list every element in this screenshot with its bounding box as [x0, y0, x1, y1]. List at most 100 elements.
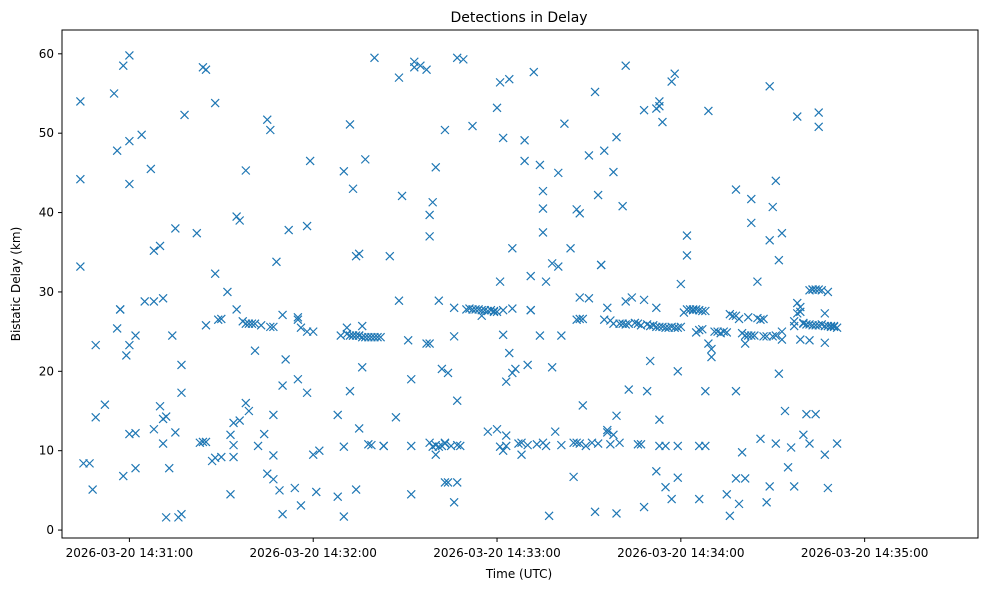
- data-point: [213, 315, 223, 325]
- data-point: [495, 277, 505, 287]
- data-point: [700, 441, 710, 451]
- data-point: [296, 323, 306, 333]
- data-point: [458, 54, 468, 64]
- data-point: [333, 492, 343, 502]
- data-point: [609, 167, 618, 177]
- x-tick-label: 2026-03-20 14:32:00: [249, 546, 376, 560]
- data-point: [265, 322, 275, 332]
- data-point: [216, 314, 226, 324]
- data-point: [547, 362, 557, 372]
- data-point: [697, 324, 707, 334]
- data-point: [624, 385, 634, 394]
- data-point: [131, 331, 140, 341]
- data-point: [351, 485, 361, 495]
- data-point: [363, 439, 373, 449]
- data-point: [780, 406, 790, 416]
- data-point: [357, 321, 367, 331]
- data-point: [305, 156, 315, 166]
- data-point: [768, 331, 778, 341]
- data-point: [749, 331, 759, 341]
- data-point: [366, 440, 376, 450]
- data-point: [158, 439, 168, 448]
- data-point: [333, 410, 343, 420]
- data-point: [265, 125, 275, 135]
- data-point: [170, 224, 180, 233]
- y-tick-label: 10: [39, 444, 54, 458]
- data-point: [452, 396, 462, 406]
- data-point: [725, 511, 735, 521]
- data-point: [75, 262, 85, 271]
- data-point: [124, 179, 134, 189]
- data-point: [814, 122, 824, 132]
- data-point: [538, 204, 548, 214]
- data-point: [198, 437, 208, 447]
- data-point: [268, 410, 278, 420]
- data-point: [149, 297, 159, 306]
- data-point: [618, 201, 628, 211]
- data-point: [517, 450, 526, 460]
- data-point: [379, 441, 389, 451]
- data-point: [584, 150, 594, 160]
- data-point: [575, 439, 585, 448]
- data-point: [820, 450, 830, 460]
- data-point: [278, 310, 287, 320]
- data-point: [673, 366, 683, 376]
- data-point: [422, 339, 431, 348]
- data-point: [651, 303, 661, 313]
- data-point: [293, 312, 303, 322]
- data-point: [654, 415, 664, 425]
- data-point: [777, 327, 787, 337]
- data-point: [541, 441, 551, 451]
- data-point: [777, 335, 787, 344]
- data-point: [339, 512, 349, 521]
- data-point: [385, 251, 395, 261]
- data-point: [425, 339, 435, 348]
- data-point: [477, 311, 487, 321]
- data-point: [161, 412, 171, 421]
- data-point: [501, 441, 511, 451]
- data-point: [667, 494, 677, 504]
- data-point: [746, 194, 756, 204]
- data-point: [771, 331, 781, 341]
- data-point: [700, 306, 710, 316]
- data-point: [149, 424, 159, 434]
- data-point: [759, 314, 768, 324]
- data-point: [434, 296, 444, 306]
- data-point: [253, 441, 263, 451]
- data-point: [719, 327, 729, 337]
- data-point: [609, 430, 618, 440]
- data-point: [535, 331, 545, 341]
- data-point: [627, 293, 637, 302]
- data-point: [498, 446, 508, 456]
- data-point: [406, 489, 416, 499]
- data-point: [832, 439, 842, 448]
- data-point: [275, 485, 284, 495]
- data-point: [676, 322, 686, 332]
- data-point: [397, 191, 407, 201]
- data-point: [829, 322, 839, 332]
- data-point: [370, 53, 379, 63]
- data-point: [296, 501, 306, 510]
- y-axis-ticks: 0 10 20 30 40 50 60: [39, 47, 62, 537]
- data-point: [774, 369, 784, 379]
- data-point: [578, 401, 588, 410]
- data-point: [734, 314, 744, 324]
- plot-frame: [61, 29, 979, 539]
- data-point: [593, 439, 603, 448]
- data-point: [575, 208, 585, 218]
- data-point: [75, 174, 85, 184]
- data-point: [820, 338, 830, 348]
- data-point: [167, 331, 177, 341]
- data-point: [498, 305, 508, 315]
- data-point: [783, 462, 793, 472]
- data-point: [553, 262, 563, 271]
- data-point: [121, 351, 131, 360]
- data-point: [177, 509, 186, 519]
- data-point: [468, 121, 477, 131]
- data-point: [489, 307, 499, 317]
- data-point: [517, 438, 526, 448]
- data-point: [229, 452, 238, 462]
- data-point: [443, 478, 453, 487]
- data-point: [737, 447, 747, 457]
- data-point: [673, 441, 683, 451]
